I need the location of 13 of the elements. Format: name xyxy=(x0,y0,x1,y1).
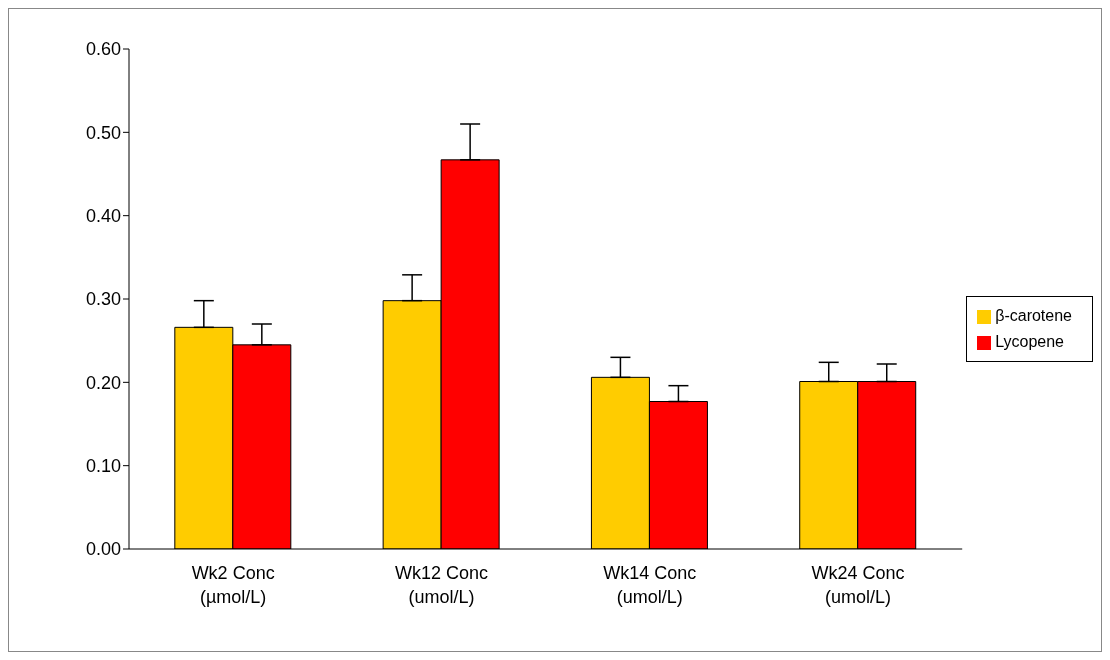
y-tick-label: 0.00 xyxy=(85,539,121,560)
x-tick-label: Wk2 Conc (µmol/L) xyxy=(191,563,275,607)
x-tick-label: Wk12 Conc (umol/L) xyxy=(394,563,488,607)
x-tick-label: Wk24 Conc (umol/L) xyxy=(811,563,905,607)
y-tick-label: 0.60 xyxy=(85,39,121,60)
y-tick-label: 0.40 xyxy=(85,206,121,227)
legend-label: β-carotene xyxy=(995,307,1072,324)
y-tick-label: 0.10 xyxy=(85,456,121,477)
y-tick-label: 0.50 xyxy=(85,122,121,143)
x-tick-label: Wk14 Conc (umol/L) xyxy=(603,563,697,607)
legend-label: Lycopene xyxy=(995,333,1064,350)
y-tick-label: 0.30 xyxy=(85,289,121,310)
y-tick-label: 0.20 xyxy=(85,372,121,393)
